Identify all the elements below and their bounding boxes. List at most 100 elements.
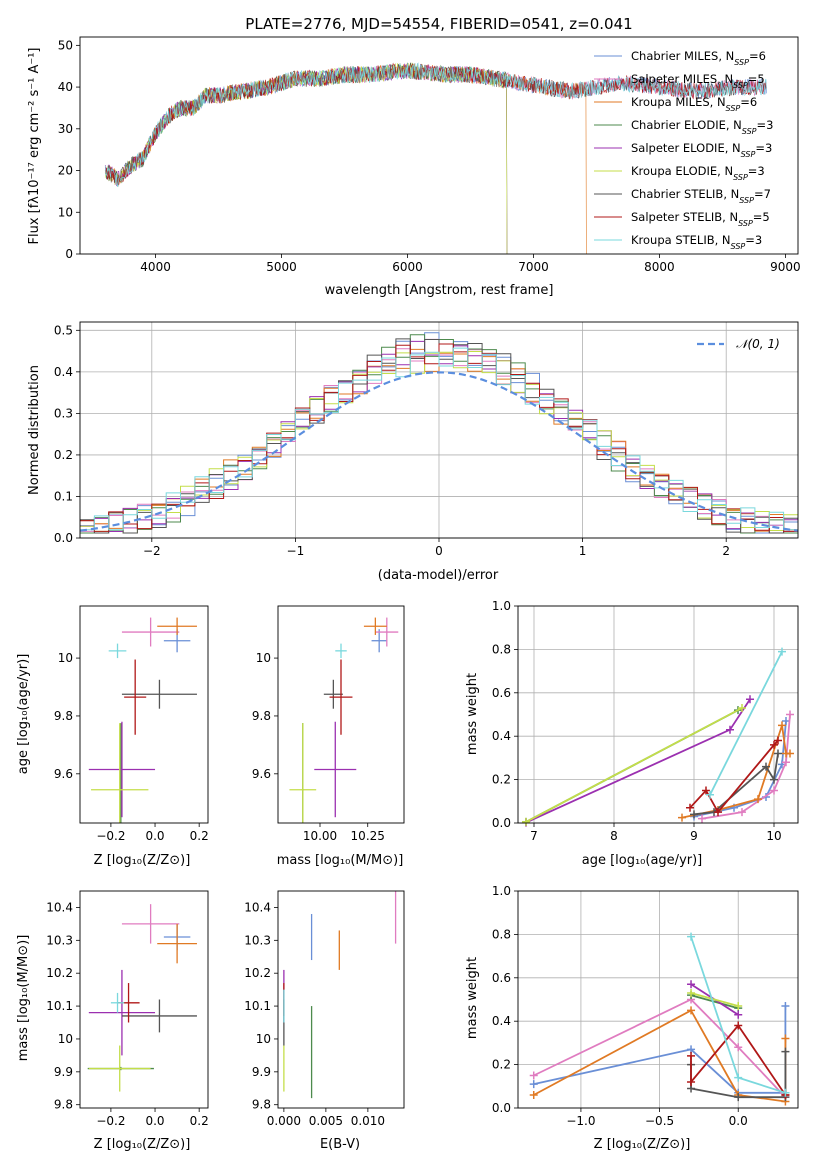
weight-marker: [687, 932, 696, 941]
weight-line: [525, 707, 743, 823]
axes-frame: [517, 605, 799, 824]
y-tick-label: 0.1: [54, 489, 73, 503]
y-tick-label: 10: [256, 1032, 271, 1046]
wAge-xlabel: age [log₁₀(age/yr)]: [582, 853, 703, 868]
weight-marker: [706, 790, 714, 799]
y-tick-label: 10.4: [46, 900, 73, 914]
spectrum-line: [104, 62, 508, 254]
weight-marker: [687, 988, 696, 997]
spectrum-plot: 4000 5000 6000 7000 8000 9000 0 10 20 30 40 50 Chabr…: [58, 36, 801, 274]
weight-marker: [734, 1002, 743, 1011]
legend-entry: Kroupa MILES, NSSP=6: [631, 95, 757, 113]
y-tick-label: 10: [58, 1032, 73, 1046]
wAge-ylabel: mass weight: [465, 673, 480, 755]
axes-frame: [79, 321, 799, 539]
weight-vs-metallicity-plot: −1.0 −0.5 0.0 0.0 0.2 0.4 0.6 0.8 1.0: [492, 884, 799, 1128]
weight-marker: [687, 980, 696, 989]
error-bars: [289, 617, 399, 823]
x-tick-label: 0.010: [351, 1114, 385, 1128]
x-tick-label: 0.000: [267, 1114, 301, 1128]
weight-marker: [738, 808, 746, 817]
y-tick-label: 10.2: [244, 966, 271, 980]
histogram-step: [80, 347, 798, 531]
weight-marker: [770, 740, 778, 749]
weight-marker: [781, 1047, 790, 1056]
spectrum-xlabel: wavelength [Angstrom, rest frame]: [325, 283, 554, 298]
x-tick-label: 7: [530, 829, 538, 843]
error-bars: [87, 904, 197, 1092]
spectrum-lines: [104, 62, 767, 254]
weight-line: [690, 992, 739, 1007]
y-tick-label: 1.0: [492, 884, 511, 898]
y-tick-label: 0.6: [492, 971, 511, 985]
error-bars: [283, 891, 397, 1099]
spectrum-line: [104, 62, 767, 187]
x-tick-label: −2: [143, 544, 161, 558]
axes-frame: [79, 890, 209, 1109]
residuals-xlabel: (data-model)/error: [378, 568, 499, 583]
legend-entry: Chabrier MILES, NSSP=6: [631, 49, 766, 67]
spectrum-line: [104, 63, 508, 254]
legend-entry: Salpeter MILES, NSSP=5: [631, 72, 765, 90]
x-tick-label: 10: [766, 829, 781, 843]
weight-line: [533, 998, 787, 1098]
y-tick-label: 50: [58, 38, 73, 52]
weight-marker: [529, 1071, 538, 1080]
y-tick-label: 0.0: [492, 816, 511, 830]
weight-marker: [687, 1006, 696, 1015]
weight-line: [690, 994, 739, 1010]
weight-marker: [734, 1010, 743, 1019]
weight-marker: [702, 786, 710, 795]
weight-marker: [714, 808, 722, 817]
weight-marker: [781, 1088, 790, 1097]
y-tick-label: 9.9: [252, 1065, 271, 1079]
y-tick-label: 0.4: [492, 729, 511, 743]
y-tick-label: 10.1: [46, 999, 73, 1013]
weight-marker: [734, 1021, 743, 1030]
y-tick-label: 9.9: [54, 1065, 73, 1079]
x-tick-label: 1: [579, 544, 587, 558]
weight-marker: [774, 749, 782, 758]
weight-marker: [529, 1080, 538, 1089]
age-vs-metallicity-plot: −0.2 0.0 0.2 9.6 9.8 10: [54, 605, 209, 843]
error-bars: [88, 617, 197, 823]
weight-marker: [522, 817, 530, 826]
weight-marker: [774, 736, 782, 745]
axes-frame: [79, 605, 209, 824]
weight-marker: [781, 1034, 790, 1043]
weight-marker: [778, 721, 786, 730]
ageZ-ylabel: age [log₁₀(age/yr)]: [16, 654, 31, 775]
y-tick-label: 10: [58, 205, 73, 219]
x-tick-label: 8000: [644, 260, 675, 274]
residual-histogram-plot: −2 −1 0 1 2 0.0 0.1 0.2 0.3 0.4 0.5 𝒩(0, 1): [54, 321, 799, 558]
weight-marker: [734, 1093, 743, 1102]
axes-frame: [517, 890, 799, 1109]
x-tick-label: 9: [690, 829, 698, 843]
y-tick-label: 0.6: [492, 686, 511, 700]
massEBV-xlabel: E(B-V): [320, 1137, 360, 1152]
weight-marker: [782, 758, 790, 767]
axes-frame: [277, 890, 405, 1109]
residuals-ylabel: Normed distribution: [27, 365, 42, 495]
x-tick-label: −1: [287, 544, 305, 558]
legend-entry: Salpeter ELODIE, NSSP=3: [631, 141, 772, 159]
weight-marker: [690, 810, 698, 819]
axes-frame: [79, 36, 799, 255]
y-tick-label: 10.3: [244, 933, 271, 947]
y-tick-label: 10.4: [244, 900, 271, 914]
x-tick-label: 0: [435, 544, 443, 558]
y-tick-label: 0.4: [492, 1014, 511, 1028]
y-tick-label: 9.8: [252, 709, 271, 723]
mass-vs-metallicity-plot: −0.2 0.0 0.2 9.8 9.9 10 10.1 10.2 10.3 10.4: [46, 890, 209, 1128]
y-tick-label: 10.1: [244, 999, 271, 1013]
y-tick-label: 0.0: [492, 1101, 511, 1115]
figure-title: PLATE=2776, MJD=54554, FIBERID=0541, z=0…: [245, 15, 632, 33]
age-vs-mass-plot: 10.00 10.25 9.6 9.8 10: [252, 605, 405, 843]
normal-curve: [80, 371, 798, 532]
spectrum-line: [104, 63, 587, 254]
y-tick-label: 9.8: [54, 1098, 73, 1112]
y-tick-label: 20: [58, 164, 73, 178]
x-tick-label: 0.0: [729, 1114, 748, 1128]
y-tick-label: 10.2: [46, 966, 73, 980]
